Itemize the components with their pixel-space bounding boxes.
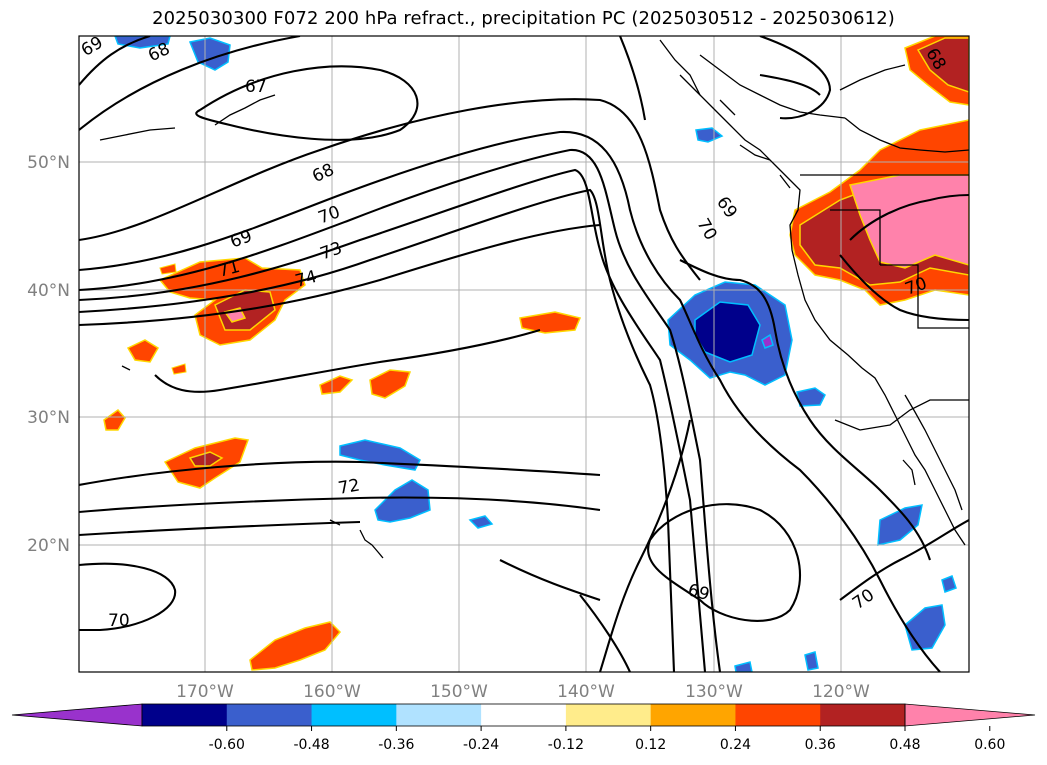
precip-patch (159, 263, 177, 275)
precip-patch (339, 439, 421, 471)
map-area (79, 36, 969, 672)
map-frame (78, 35, 970, 673)
precip-patch (374, 479, 431, 523)
colorbar-bin (650, 704, 736, 726)
contour-label: 67 (245, 77, 267, 97)
contour-label: 72 (337, 475, 362, 498)
colorbar-bin (142, 704, 228, 726)
colorbar-tick-label: 0.24 (720, 737, 751, 753)
colorbar: -0.60 -0.48 -0.36 -0.24 -0.12 0.12 0.24 0.36 0.4… (11, 703, 1036, 753)
colorbar-tick-label: 0.36 (805, 737, 836, 753)
precip-patch (695, 127, 724, 143)
precip-patch (519, 311, 582, 334)
colorbar-extend-min (11, 703, 143, 727)
lon-label-170w: 170°W (176, 682, 234, 702)
longitude-labels: 170°W 160°W 150°W 140°W 130°W 120°W (176, 682, 870, 702)
colorbar-bin (311, 704, 397, 726)
precip-patch (171, 363, 187, 375)
lat-label-50n: 50°N (27, 153, 70, 173)
colorbar-tick-label: -0.36 (378, 737, 414, 753)
colorbar-tick-label: 0.60 (974, 737, 1005, 753)
precip-patch (163, 437, 250, 489)
precip-patch (319, 375, 354, 395)
precip-negative (114, 36, 957, 672)
lon-label-130w: 130°W (685, 682, 743, 702)
precip-patch (103, 408, 126, 431)
precip-patch (667, 281, 793, 386)
lon-label-160w: 160°W (303, 682, 361, 702)
colorbar-bin (735, 704, 821, 726)
precip-patch (941, 575, 957, 593)
colorbar-tick-label: -0.24 (463, 737, 499, 753)
colorbar-tick-label: -0.60 (209, 737, 245, 753)
colorbar-bin (565, 704, 652, 726)
precip-patch (369, 369, 412, 399)
lat-label-30n: 30°N (27, 408, 70, 428)
precip-patch (126, 339, 160, 363)
map-gridlines (79, 36, 969, 672)
colorbar-extend-max (904, 703, 1036, 727)
lat-label-40n: 40°N (27, 281, 70, 301)
precip-patch (804, 651, 819, 671)
refractivity-contours (79, 36, 969, 672)
latitude-labels: 50°N 40°N 30°N 20°N (27, 153, 70, 556)
colorbar-bin (226, 704, 313, 726)
colorbar-bin (481, 704, 567, 726)
colorbar-tick-label: 0.48 (889, 737, 920, 753)
colorbar-tick-label: -0.48 (293, 737, 329, 753)
colorbar-bin (396, 704, 482, 726)
lon-label-150w: 150°W (430, 682, 488, 702)
map-title: 2025030300 F072 200 hPa refract., precip… (152, 8, 895, 29)
contour-label: 70 (108, 611, 130, 631)
colorbar-outline (141, 703, 906, 727)
colorbar-tick-label: 0.12 (635, 737, 666, 753)
precip-patch (904, 36, 969, 106)
precip-patch (734, 661, 753, 672)
lon-label-120w: 120°W (812, 682, 870, 702)
lat-label-20n: 20°N (27, 536, 70, 556)
precip-patch (468, 515, 494, 529)
colorbar-bin (820, 704, 906, 726)
colorbar-tick-label: -0.12 (548, 737, 584, 753)
lon-label-140w: 140°W (557, 682, 615, 702)
